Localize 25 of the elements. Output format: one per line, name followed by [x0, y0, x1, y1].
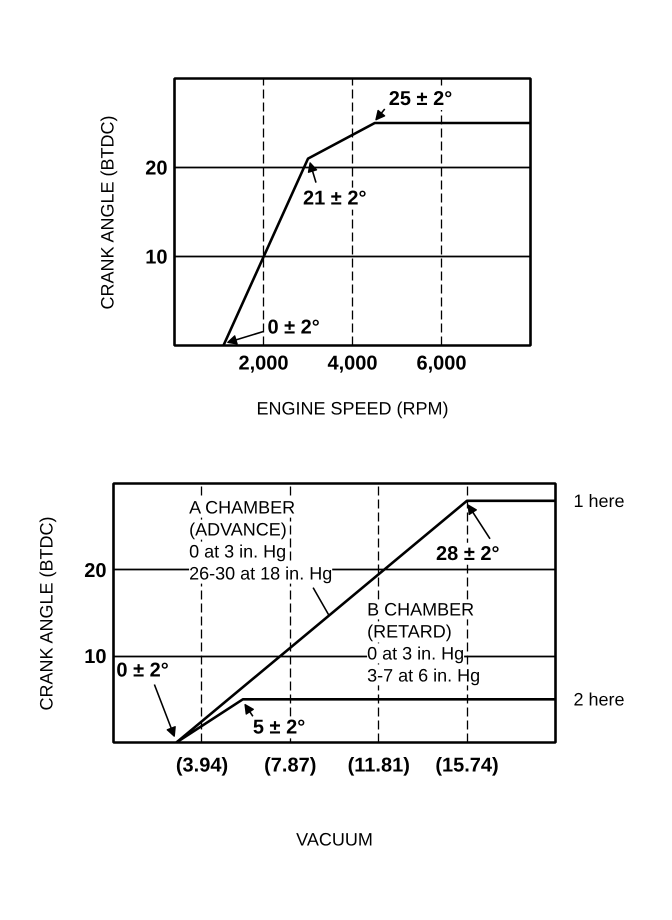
x-tick-label: (15.74): [435, 754, 499, 776]
y-tick-label: 10: [84, 646, 107, 668]
y-tick-label: 10: [145, 246, 168, 268]
y-axis-title: CRANK ANGLE (BTDC): [97, 115, 118, 310]
annotation: B CHAMBER (RETARD) 0 at 3 in. Hg 3-7 at 6 in. Hg: [367, 599, 480, 686]
x-tick-label: (7.87): [264, 754, 316, 776]
annotation: 25 ± 2°: [388, 88, 452, 110]
x-tick-label: (3.94): [176, 754, 228, 776]
x-axis-title: ENGINE SPEED (RPM): [256, 398, 449, 418]
y-axis-title: CRANK ANGLE (BTDC): [36, 516, 56, 711]
annotation: 28 ± 2°: [436, 542, 500, 565]
y-tick-label: 20: [84, 560, 107, 582]
x-tick-label: 4,000: [327, 352, 378, 374]
series-label: 1 here: [574, 490, 625, 511]
x-axis-title: VACUUM: [296, 830, 373, 850]
x-tick-label: 6,000: [416, 352, 467, 374]
x-tick-label: (11.81): [348, 754, 410, 776]
annotation: 0 ± 2°: [267, 316, 320, 338]
annotation: 0 ± 2°: [116, 660, 169, 682]
annotation: 21 ± 2°: [303, 188, 366, 210]
annotation: A CHAMBER (ADVANCE) 0 at 3 in. Hg 26-30 at 18 in. Hg: [189, 498, 332, 584]
series-label: 2 here: [574, 689, 625, 710]
x-tick-label: 2,000: [238, 352, 289, 374]
annotation: 5 ± 2°: [252, 716, 306, 738]
y-tick-label: 20: [145, 158, 168, 180]
